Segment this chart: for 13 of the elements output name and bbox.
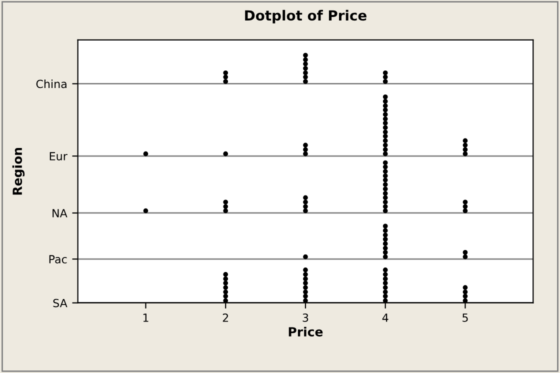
x-tick-label: 4 <box>382 314 388 322</box>
x-tick-label: 5 <box>462 314 468 322</box>
ref-line-label: Pac <box>49 255 67 264</box>
y-axis-title: Region <box>12 148 25 195</box>
x-tick-label: 2 <box>222 313 228 322</box>
ref-line-label: NA <box>52 209 68 218</box>
x-tick-label: 1 <box>143 314 148 322</box>
x-axis-title: Price <box>288 326 323 336</box>
x-tick-label: 3 <box>302 313 308 322</box>
chart-title: Dotplot of Price <box>245 10 366 24</box>
ref-line-label: Eur <box>50 152 68 160</box>
ref-line-label: China <box>36 80 66 88</box>
ref-line-label: SA <box>53 298 68 308</box>
